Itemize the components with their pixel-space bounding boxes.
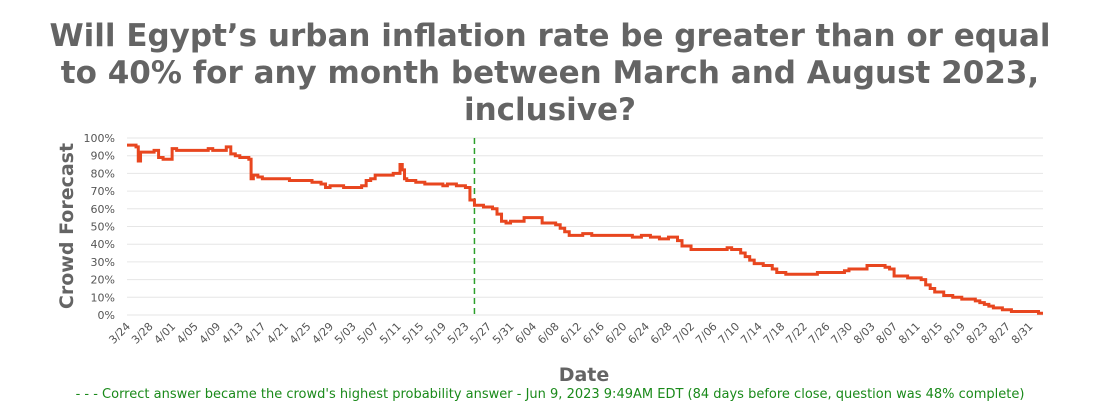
- x-tick-label: 6/16: [580, 320, 607, 347]
- x-tick-label: 3/28: [129, 320, 156, 347]
- gridlines: [127, 137, 1043, 316]
- chart-title: Will Egypt’s urban inflation rate be gre…: [0, 18, 1100, 129]
- y-tick-label: 30%: [91, 256, 115, 269]
- y-tick-label: 50%: [91, 221, 115, 234]
- y-tick-label: 90%: [91, 150, 115, 163]
- x-tick-label: 5/03: [332, 320, 359, 347]
- x-tick-label: 5/31: [490, 320, 517, 347]
- chart-title-line-1: Will Egypt’s urban inflation rate be gre…: [49, 18, 1051, 54]
- y-axis-ticks: 0% 10% 20% 30% 40% 50% 60% 70% 80% 90% 100%: [84, 132, 115, 322]
- x-tick-label: 7/22: [783, 320, 810, 347]
- x-tick-label: 4/09: [197, 320, 224, 347]
- x-tick-label: 6/24: [625, 320, 652, 347]
- x-tick-label: 5/19: [422, 320, 449, 347]
- x-tick-label: 7/02: [671, 320, 698, 347]
- x-tick-label: 6/28: [648, 320, 675, 347]
- x-tick-label: 7/18: [761, 320, 788, 347]
- x-tick-label: 8/23: [964, 320, 991, 347]
- x-tick-label: 4/17: [242, 320, 269, 347]
- x-axis-label: Date: [558, 364, 610, 386]
- x-tick-label: 5/27: [467, 320, 494, 347]
- x-tick-label: 7/14: [738, 320, 765, 347]
- x-tick-label: 7/30: [828, 320, 855, 347]
- y-tick-label: 0%: [98, 309, 115, 322]
- x-tick-label: 8/03: [851, 320, 878, 347]
- x-tick-label: 8/31: [1009, 320, 1036, 347]
- x-tick-label: 6/20: [603, 320, 630, 347]
- chart-title-line-2: to 40% for any month between March and A…: [60, 55, 1040, 91]
- x-tick-label: 3/24: [106, 320, 133, 347]
- x-tick-label: 5/23: [445, 320, 472, 347]
- x-tick-label: 8/15: [919, 320, 946, 347]
- y-tick-label: 60%: [91, 203, 115, 216]
- y-tick-label: 80%: [91, 167, 115, 180]
- x-tick-label: 4/21: [264, 320, 291, 347]
- chart-title-line-3: inclusive?: [463, 92, 637, 128]
- crowd-forecast-line: [127, 143, 1043, 315]
- x-tick-label: 4/05: [174, 320, 201, 347]
- y-tick-label: 40%: [91, 238, 115, 251]
- y-tick-label: 100%: [84, 132, 115, 145]
- x-tick-label: 8/07: [874, 320, 901, 347]
- x-tick-label: 4/25: [287, 320, 314, 347]
- x-axis-ticks: 3/243/284/014/054/094/134/174/214/254/29…: [106, 320, 1035, 347]
- x-tick-label: 4/01: [152, 320, 179, 347]
- x-tick-label: 6/04: [513, 320, 540, 347]
- x-tick-label: 7/10: [716, 320, 743, 347]
- x-tick-label: 7/06: [693, 320, 720, 347]
- x-tick-label: 5/11: [377, 320, 404, 347]
- y-axis-label: Crowd Forecast: [56, 143, 78, 309]
- x-tick-label: 6/08: [535, 320, 562, 347]
- x-tick-label: 8/27: [986, 320, 1013, 347]
- x-tick-label: 8/19: [941, 320, 968, 347]
- y-tick-label: 20%: [91, 274, 115, 287]
- x-tick-label: 7/26: [806, 320, 833, 347]
- x-tick-label: 4/29: [310, 320, 337, 347]
- x-tick-label: 4/13: [219, 320, 246, 347]
- y-tick-label: 10%: [91, 291, 115, 304]
- x-tick-label: 8/11: [896, 320, 923, 347]
- x-tick-label: 6/12: [558, 320, 585, 347]
- footnote-annotation: - - - Correct answer became the crowd's …: [75, 387, 1025, 402]
- x-tick-label: 5/15: [400, 320, 427, 347]
- y-tick-label: 70%: [91, 185, 115, 198]
- x-tick-label: 5/07: [355, 320, 382, 347]
